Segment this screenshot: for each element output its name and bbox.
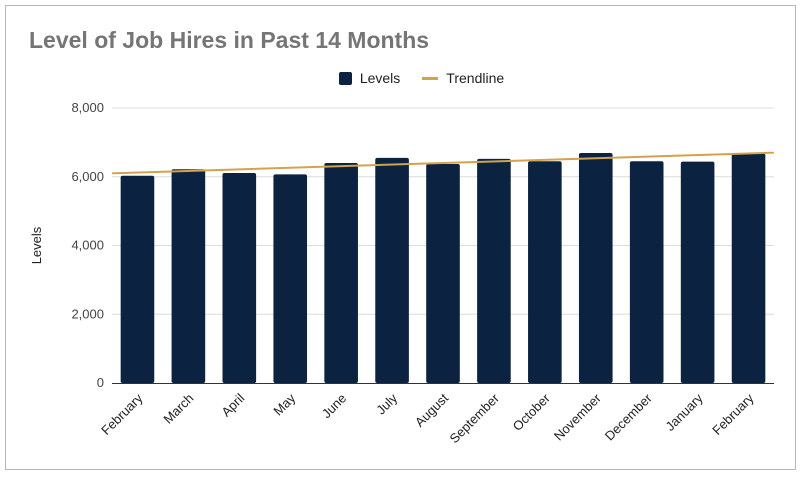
bar[interactable]: [680, 161, 715, 383]
legend-item-levels[interactable]: Levels: [299, 70, 400, 86]
x-axis-ticks: February March April May June July AugustSepte…: [98, 390, 757, 446]
x-tick-label: February: [709, 390, 757, 438]
x-tick-label: October: [510, 390, 554, 434]
x-tick-label: July: [373, 390, 400, 417]
x-tick-label: March: [160, 391, 196, 427]
y-axis-ticks: 0 2,000 4,000 6,000 8,000: [71, 100, 104, 390]
bar[interactable]: [273, 174, 308, 383]
trendline: [111, 151, 775, 175]
y-tick-label: 4,000: [71, 238, 104, 253]
y-tick-label: 0: [97, 375, 104, 390]
x-tick-label: December: [602, 390, 655, 443]
x-tick-label: September: [446, 390, 502, 446]
bar[interactable]: [731, 153, 766, 383]
bar[interactable]: [171, 169, 206, 383]
bar[interactable]: [477, 158, 511, 383]
y-tick-label: 8,000: [71, 100, 104, 115]
x-tick-label: May: [270, 390, 298, 418]
y-tick-label: 2,000: [71, 306, 104, 321]
bar[interactable]: [222, 172, 257, 383]
x-tick-label: August: [412, 390, 451, 429]
x-tick-label: February: [98, 390, 146, 438]
bars: [120, 153, 766, 383]
bar[interactable]: [375, 157, 409, 383]
bar[interactable]: [629, 161, 664, 383]
chart-title: Level of Job Hires in Past 14 Months: [29, 27, 430, 53]
x-tick-label: April: [218, 390, 247, 419]
bar[interactable]: [528, 161, 562, 383]
x-tick-label: June: [319, 391, 350, 422]
legend-label-trendline: Trendline: [446, 70, 505, 86]
bar[interactable]: [426, 164, 460, 383]
x-tick-label: November: [551, 390, 604, 443]
legend-swatch-levels: [338, 71, 352, 85]
chart-legend: Levels Trendline: [0, 69, 803, 87]
bar[interactable]: [324, 163, 358, 383]
x-tick-label: January: [662, 390, 706, 434]
bar[interactable]: [120, 175, 155, 383]
legend-swatch-trendline: [422, 76, 439, 80]
trendline-layer: [111, 151, 775, 175]
bar[interactable]: [578, 153, 613, 383]
y-axis-label: Levels: [29, 226, 44, 264]
y-tick-label: 6,000: [71, 169, 104, 184]
legend-item-trendline[interactable]: Trendline: [422, 70, 504, 86]
legend-label-levels: Levels: [359, 70, 401, 86]
